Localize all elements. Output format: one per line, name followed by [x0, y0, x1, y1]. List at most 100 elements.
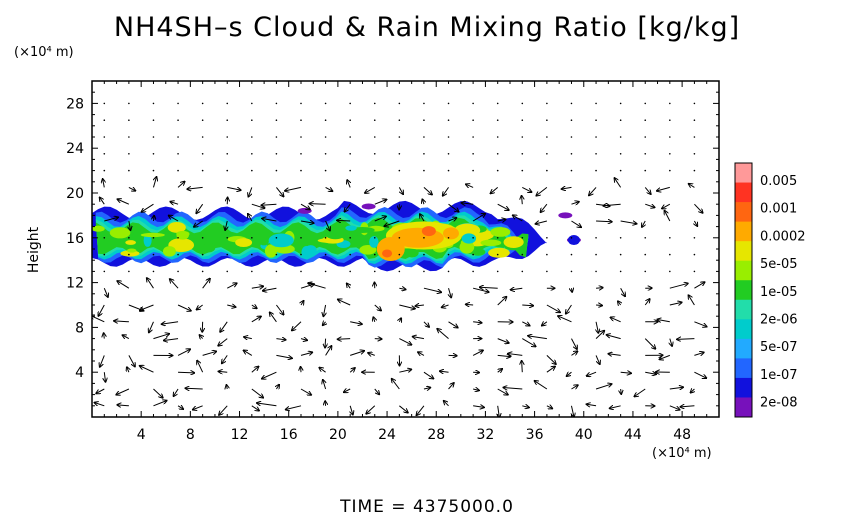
wind-vector — [197, 361, 204, 373]
wind-vector — [607, 335, 621, 340]
wind-vector — [177, 119, 179, 121]
wind-vector — [100, 355, 105, 366]
wind-vector — [609, 354, 621, 356]
wind-vector — [571, 338, 576, 349]
wind-vector — [338, 300, 351, 306]
wind-vector — [644, 338, 655, 349]
y-tick-label: 16 — [66, 231, 84, 247]
wind-vector — [324, 253, 327, 256]
wind-vector — [373, 136, 376, 138]
wind-vector — [244, 337, 252, 339]
wind-vector — [595, 384, 611, 390]
wind-vector — [100, 198, 105, 205]
wind-vector — [472, 237, 474, 239]
wind-vector — [472, 169, 474, 172]
wind-vector — [620, 220, 637, 224]
wind-vector — [349, 237, 351, 239]
wind-vector — [496, 270, 499, 273]
wind-vector — [570, 102, 573, 105]
wind-vector — [103, 119, 106, 121]
wind-vector — [118, 199, 130, 205]
wind-vector — [300, 388, 311, 395]
wind-vector — [202, 351, 216, 356]
wind-vector — [323, 380, 326, 390]
wind-vector — [595, 237, 597, 239]
colorbar-swatch — [735, 202, 752, 223]
wind-vector — [257, 403, 277, 407]
wind-vector — [349, 136, 351, 138]
wind-vector — [472, 102, 474, 105]
wind-vector — [511, 288, 523, 290]
wind-vector — [669, 102, 671, 105]
layer-blob — [369, 236, 379, 248]
wind-vector — [177, 304, 191, 311]
wind-vector — [570, 237, 573, 239]
layer-blob — [345, 225, 357, 231]
wind-vector — [300, 339, 307, 341]
wind-vector — [442, 305, 449, 307]
wind-vector — [528, 336, 547, 340]
layer-blob — [354, 234, 372, 246]
wind-vector — [325, 186, 333, 191]
wind-vector — [423, 270, 425, 273]
wind-vector — [423, 119, 425, 121]
wind-vector — [399, 318, 401, 321]
wind-vector — [416, 305, 425, 306]
wind-vector — [423, 153, 425, 155]
wind-vector — [693, 270, 696, 273]
wind-vector — [374, 216, 386, 222]
wind-vector — [423, 388, 430, 389]
wind-vector — [634, 388, 646, 396]
wind-vector — [373, 317, 374, 322]
wind-vector — [201, 237, 204, 239]
wind-vector — [448, 321, 458, 328]
wind-vector — [693, 237, 696, 239]
layer-blob — [125, 240, 137, 245]
layer-blob — [268, 233, 294, 248]
wind-vector — [123, 335, 130, 338]
wind-vector — [571, 351, 577, 356]
colorbar-swatch — [735, 163, 752, 184]
wind-vector — [546, 270, 548, 273]
wind-vector — [570, 119, 573, 121]
wind-vector — [536, 221, 548, 224]
wind-vector — [498, 369, 502, 372]
wind-vector — [95, 403, 105, 407]
wind-vector — [644, 187, 650, 194]
layer-blob — [503, 236, 524, 248]
wind-vector — [140, 304, 154, 310]
wind-vector — [535, 381, 548, 390]
wind-vector — [440, 371, 449, 372]
wind-vector — [365, 186, 376, 193]
wind-vector — [368, 353, 375, 355]
wind-vector — [201, 270, 204, 273]
wind-vector — [620, 372, 631, 373]
wind-vector — [669, 119, 671, 121]
colorbar-swatch — [735, 221, 752, 242]
wind-vector — [104, 372, 105, 382]
wind-vector — [162, 322, 179, 324]
wind-vector — [571, 405, 573, 417]
wind-vector — [251, 102, 253, 105]
wind-vector — [285, 186, 302, 190]
wind-vector — [399, 405, 407, 413]
wind-vector — [462, 203, 474, 204]
layer-core — [442, 227, 459, 240]
wind-vector — [619, 270, 622, 273]
wind-vector — [374, 304, 381, 310]
wind-vector — [546, 367, 555, 373]
colorbar-frame — [734, 162, 753, 418]
wind-vector — [300, 203, 310, 209]
wind-vector — [447, 169, 450, 172]
wind-vector — [496, 136, 499, 138]
colorbar-swatch — [735, 241, 752, 262]
colorbar-swatch — [735, 260, 752, 281]
wind-vector — [226, 119, 229, 121]
y-tick-label: 8 — [75, 320, 84, 336]
layer-blob — [167, 222, 186, 233]
colorbar-label: 1e-05 — [760, 285, 798, 300]
wind-vector — [546, 169, 548, 172]
layer-core — [382, 249, 393, 258]
wind-vector — [374, 200, 387, 205]
